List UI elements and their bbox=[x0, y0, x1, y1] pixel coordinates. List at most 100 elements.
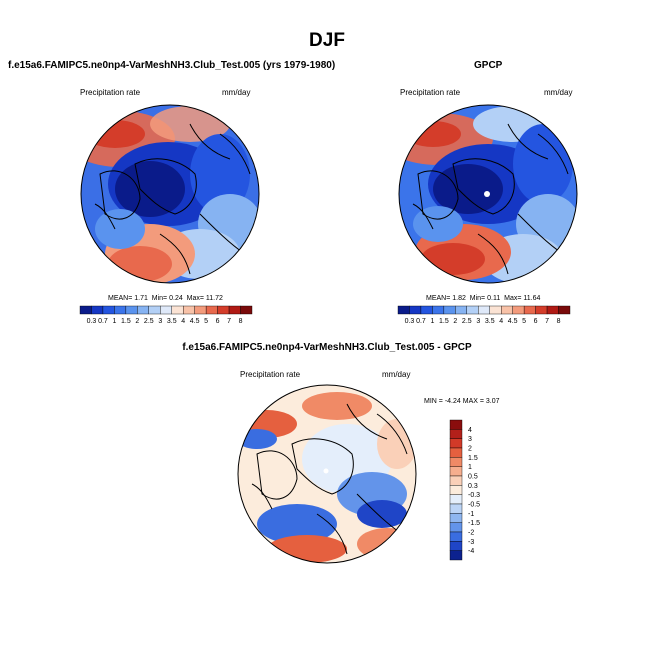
model-colorbar-tick-label: 2 bbox=[135, 318, 139, 325]
model-colorbar-swatch bbox=[160, 305, 172, 315]
obs-units-label: mm/day bbox=[544, 88, 573, 97]
diff-colorbar-swatch bbox=[449, 503, 463, 514]
model-colorbar-swatch bbox=[91, 305, 104, 315]
obs-colorbar-swatch bbox=[420, 305, 433, 315]
obs-colorbar-swatch bbox=[466, 305, 479, 315]
model-colorbar-swatch bbox=[205, 305, 218, 315]
obs-colorbar-swatch bbox=[443, 305, 456, 315]
model-colorbar-tick-label: 6 bbox=[216, 318, 220, 325]
diff-colorbar-swatch bbox=[449, 513, 463, 523]
diff-units-label: mm/day bbox=[382, 370, 411, 379]
model-colorbar-tick-label: 2.5 bbox=[144, 318, 154, 325]
model-colorbar-swatch bbox=[182, 305, 195, 315]
obs-colorbar-swatch bbox=[397, 305, 410, 315]
model-colorbar-swatch bbox=[102, 305, 115, 315]
diff-colorbar-swatch bbox=[449, 522, 463, 533]
obs-colorbar-tick-label: 5 bbox=[522, 318, 526, 325]
model-colorbar-swatch bbox=[114, 305, 127, 315]
obs-variable-label: Precipitation rate bbox=[400, 88, 461, 97]
model-colorbar-tick-label: 3 bbox=[158, 318, 162, 325]
obs-colorbar: 0.3 0.7 1 1.5 2 2.5 3 3.5 4 4.5 5 6 7 8 bbox=[397, 305, 571, 325]
diff-colorbar-swatch bbox=[449, 457, 463, 467]
diff-colorbar-swatch bbox=[449, 447, 463, 458]
obs-colorbar-tick-label: 0.3 bbox=[405, 318, 415, 325]
model-colorbar-tick-label: 3.5 bbox=[167, 318, 177, 325]
model-colorbar-tick-label: 8 bbox=[239, 318, 243, 325]
diff-colorbar: 4 3 2 1.5 1 0.5 0.3 -0.3 -0.5 -1 -1.5 -2 -3 -4 bbox=[449, 419, 480, 561]
obs-colorbar-swatch bbox=[535, 305, 548, 315]
model-colorbar-tick-label: 5 bbox=[204, 318, 208, 325]
diff-stats: MIN = -4.24 MAX = 3.07 bbox=[424, 398, 500, 405]
diff-polar-map bbox=[237, 384, 417, 564]
model-units-label: mm/day bbox=[222, 88, 251, 97]
diff-colorbar-swatch bbox=[449, 466, 463, 477]
obs-colorbar-tick-label: 4 bbox=[499, 318, 503, 325]
obs-stats: MEAN= 1.82 Min= 0.11 Max= 11.64 bbox=[426, 295, 541, 302]
diff-colorbar-tick-label: 1 bbox=[468, 464, 472, 471]
diff-colorbar-tick-label: 0.5 bbox=[468, 474, 478, 481]
model-colorbar-tick-label: 1 bbox=[112, 318, 116, 325]
diff-variable-label: Precipitation rate bbox=[240, 370, 301, 379]
obs-colorbar-tick-label: 1.5 bbox=[439, 318, 449, 325]
diff-colorbar-tick-label: -0.3 bbox=[468, 492, 480, 499]
diff-colorbar-tick-label: -3 bbox=[468, 539, 474, 546]
diff-colorbar-tick-label: -2 bbox=[468, 530, 474, 537]
diff-colorbar-tick-label: 4 bbox=[468, 427, 472, 434]
diff-colorbar-tick-label: -1.5 bbox=[468, 520, 480, 527]
obs-panel-title: GPCP bbox=[474, 60, 503, 71]
model-variable-label: Precipitation rate bbox=[80, 88, 141, 97]
obs-colorbar-swatch bbox=[455, 305, 467, 315]
obs-colorbar-tick-label: 2.5 bbox=[462, 318, 472, 325]
model-colorbar-swatch bbox=[171, 305, 184, 315]
diff-colorbar-swatch bbox=[449, 485, 463, 495]
obs-colorbar-tick-label: 4.5 bbox=[508, 318, 518, 325]
model-colorbar-swatch bbox=[240, 305, 253, 315]
diff-colorbar-tick-label: 0.3 bbox=[468, 483, 478, 490]
obs-colorbar-tick-label: 2 bbox=[453, 318, 457, 325]
model-polar-map bbox=[80, 104, 260, 284]
diff-colorbar-tick-label: 2 bbox=[468, 446, 472, 453]
obs-colorbar-swatch bbox=[512, 305, 525, 315]
obs-colorbar-tick-label: 6 bbox=[534, 318, 538, 325]
model-colorbar-tick-label: 1.5 bbox=[121, 318, 131, 325]
obs-colorbar-swatch bbox=[432, 305, 445, 315]
obs-colorbar-tick-label: 1 bbox=[430, 318, 434, 325]
diff-colorbar-swatch bbox=[449, 550, 463, 561]
diff-colorbar-tick-label: -1 bbox=[468, 511, 474, 518]
diff-colorbar-swatch bbox=[449, 494, 463, 505]
obs-colorbar-tick-label: 8 bbox=[557, 318, 561, 325]
model-colorbar-swatch bbox=[217, 305, 230, 315]
model-colorbar-swatch bbox=[137, 305, 149, 315]
model-colorbar-tick-label: 4 bbox=[181, 318, 185, 325]
obs-colorbar-tick-label: 3.5 bbox=[485, 318, 495, 325]
diff-colorbar-tick-label: 1.5 bbox=[468, 455, 478, 462]
diff-colorbar-tick-label: 3 bbox=[468, 436, 472, 443]
obs-colorbar-swatch bbox=[489, 305, 502, 315]
figure-title: DJF bbox=[309, 30, 345, 51]
model-colorbar-swatch bbox=[79, 305, 92, 315]
diff-panel-title: f.e15a6.FAMIPC5.ne0np4-VarMeshNH3.Club_T… bbox=[182, 342, 472, 353]
model-colorbar-swatch bbox=[228, 305, 241, 315]
model-colorbar-tick-label: 4.5 bbox=[190, 318, 200, 325]
model-colorbar-swatch bbox=[194, 305, 207, 315]
obs-polar-map bbox=[398, 104, 578, 284]
diff-colorbar-swatch bbox=[449, 429, 463, 439]
diff-colorbar-swatch bbox=[449, 531, 463, 542]
model-colorbar-swatch bbox=[125, 305, 138, 315]
model-colorbar-tick-label: 0.7 bbox=[98, 318, 108, 325]
model-colorbar-tick-label: 7 bbox=[227, 318, 231, 325]
obs-colorbar-swatch bbox=[478, 305, 490, 315]
diff-colorbar-tick-label: -0.5 bbox=[468, 502, 480, 509]
obs-colorbar-tick-label: 7 bbox=[545, 318, 549, 325]
diff-colorbar-swatch bbox=[449, 475, 463, 486]
diff-colorbar-swatch bbox=[449, 541, 463, 551]
obs-colorbar-swatch bbox=[500, 305, 513, 315]
model-stats: MEAN= 1.71 Min= 0.24 Max= 11.72 bbox=[108, 295, 223, 302]
diff-colorbar-swatch bbox=[449, 438, 463, 449]
diff-colorbar-tick-label: -4 bbox=[468, 548, 474, 555]
model-colorbar-tick-label: 0.3 bbox=[87, 318, 97, 325]
obs-colorbar-tick-label: 3 bbox=[476, 318, 480, 325]
obs-colorbar-swatch bbox=[409, 305, 422, 315]
obs-colorbar-swatch bbox=[558, 305, 571, 315]
obs-colorbar-swatch bbox=[523, 305, 536, 315]
